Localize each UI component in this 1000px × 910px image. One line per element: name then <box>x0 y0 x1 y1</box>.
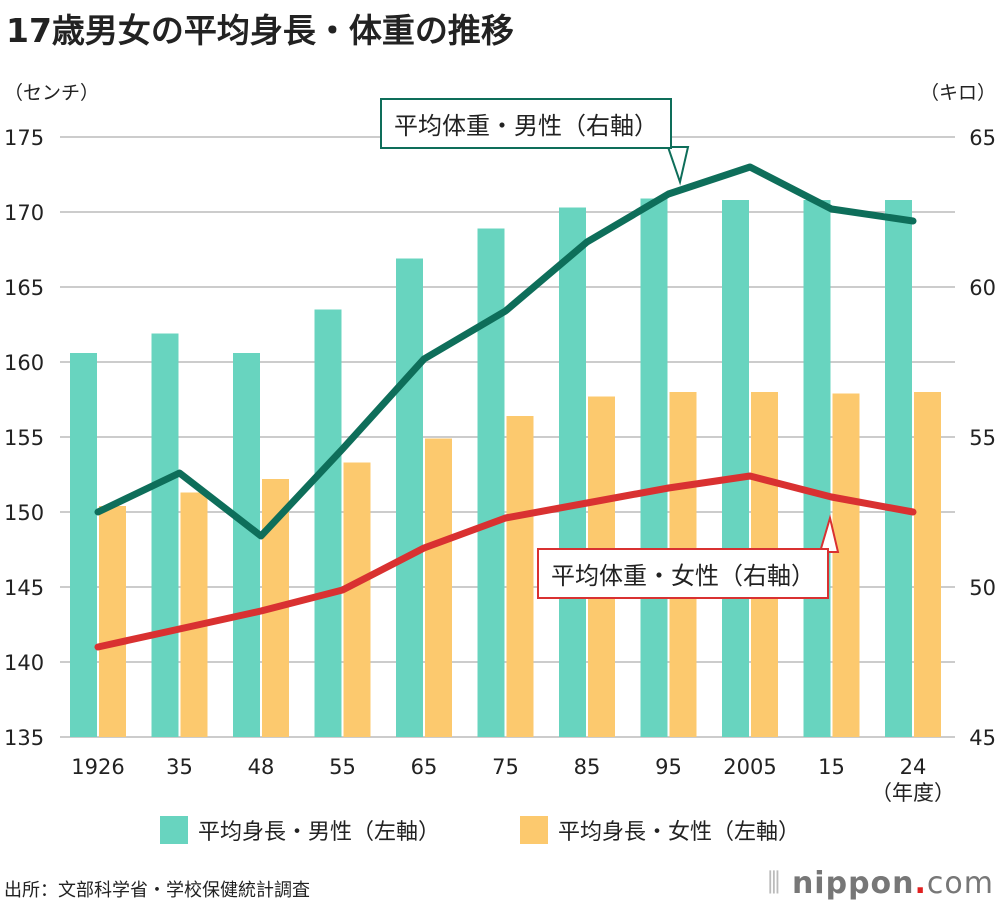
left-tick-label: 165 <box>4 276 44 300</box>
x-axis-label: （年度） <box>871 781 955 805</box>
bar-male-height <box>722 200 749 737</box>
right-tick-label: 60 <box>969 276 996 300</box>
x-tick-label: 95 <box>655 755 682 779</box>
x-tick-label: 75 <box>492 755 519 779</box>
nippon-logo: ⦀ nippon.com <box>767 866 994 901</box>
bar-male-height <box>559 207 586 737</box>
bar-male-height <box>314 309 342 737</box>
left-axis-unit: （センチ） <box>4 82 100 104</box>
right-tick-label: 45 <box>969 726 996 750</box>
callout-male-weight: 平均体重・男性（右軸） <box>380 98 672 149</box>
legend-female-height: 平均身長・女性（左軸） <box>520 814 800 846</box>
line-male-weight <box>94 163 917 540</box>
bar-male-height <box>151 333 179 737</box>
callout-pointer <box>818 514 840 553</box>
left-tick-label: 145 <box>4 576 44 600</box>
x-tick-label: 24 <box>900 755 927 779</box>
x-tick-label: 15 <box>818 755 845 779</box>
bar-female-height <box>425 438 452 737</box>
bar-female-height <box>343 462 371 737</box>
bar-male-height <box>396 258 423 737</box>
chart-title: 17歳男女の平均身長・体重の推移 <box>6 11 514 50</box>
source-note: 出所：文部科学省・学校保健統計調査 <box>4 880 310 901</box>
callout-pointer <box>666 146 690 186</box>
x-tick-label: 2005 <box>723 755 776 779</box>
left-tick-label: 155 <box>4 426 44 450</box>
bar-male-height <box>640 198 668 737</box>
x-tick-label: 35 <box>166 755 193 779</box>
left-tick-label: 160 <box>4 351 44 375</box>
bar-female-height <box>832 393 860 737</box>
right-tick-label: 65 <box>969 126 996 150</box>
bar-female-height <box>99 506 126 737</box>
callout-female-weight: 平均体重・女性（右軸） <box>537 548 829 599</box>
bar-male-height <box>233 353 260 737</box>
legend-swatch <box>160 816 188 844</box>
right-axis-unit: （キロ） <box>919 82 996 104</box>
legend-swatch <box>520 816 548 844</box>
bar-male-height <box>803 200 831 737</box>
bar-female-height <box>180 492 208 737</box>
x-tick-label: 65 <box>411 755 438 779</box>
right-tick-label: 55 <box>969 426 996 450</box>
left-tick-label: 170 <box>4 201 44 225</box>
x-tick-label: 85 <box>574 755 601 779</box>
right-tick-label: 50 <box>969 576 996 600</box>
left-tick-label: 150 <box>4 501 44 525</box>
bar-male-height <box>885 200 912 737</box>
legend-label: 平均身長・女性（左軸） <box>558 820 801 845</box>
left-tick-label: 140 <box>4 651 44 675</box>
x-tick-label: 1926 <box>71 755 124 779</box>
bar-female-height <box>914 392 941 737</box>
x-tick-label: 48 <box>248 755 275 779</box>
bar-male-height <box>70 353 97 737</box>
bar-male-height <box>477 228 505 737</box>
legend-label: 平均身長・男性（左軸） <box>198 820 441 845</box>
bar-female-height <box>506 416 534 737</box>
x-tick-label: 55 <box>329 755 356 779</box>
legend-male-height: 平均身長・男性（左軸） <box>160 814 440 846</box>
left-tick-label: 175 <box>4 126 44 150</box>
left-tick-label: 135 <box>4 726 44 750</box>
